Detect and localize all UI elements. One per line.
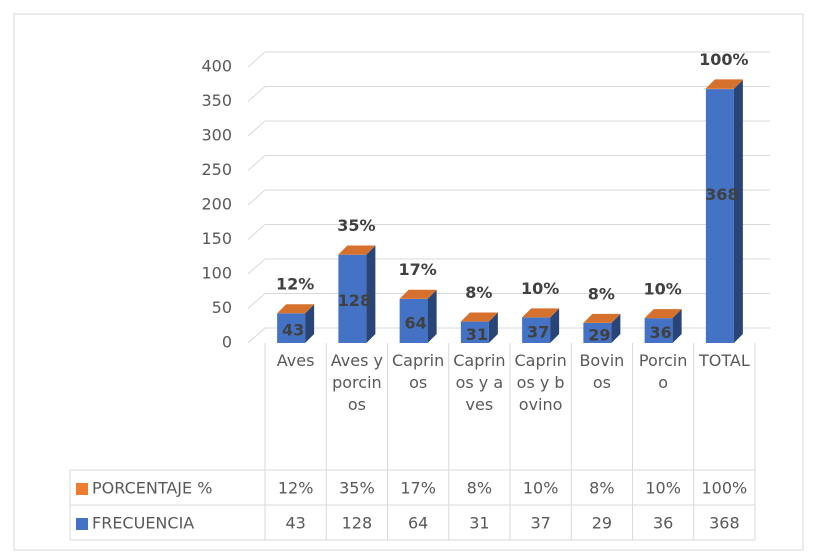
bar-front: [644, 318, 673, 343]
x-tick-label: Aves: [276, 351, 315, 370]
grid-line: [247, 155, 770, 171]
bar-side: [366, 245, 376, 255]
bar-top: [583, 313, 621, 323]
data-label: 10%: [643, 280, 681, 299]
bar-side: [611, 313, 621, 323]
grid-line: [247, 293, 770, 309]
y-tick-label: 150: [201, 229, 232, 248]
data-label: 35%: [337, 216, 375, 235]
bar-side: [672, 309, 682, 319]
bar-top: [460, 312, 498, 322]
data-label: 36: [649, 323, 671, 342]
data-label: 128: [338, 291, 371, 310]
y-tick-label: 350: [201, 91, 232, 110]
bar-side: [733, 79, 743, 90]
bar-top: [705, 79, 743, 89]
data-label: 100%: [699, 50, 748, 69]
bar-side: [305, 304, 315, 343]
y-tick-label: 250: [201, 160, 232, 179]
chart-border: [13, 13, 804, 551]
grid-line: [247, 224, 770, 240]
bar-side: [550, 308, 560, 343]
data-label: 368: [705, 185, 738, 204]
x-tick-label: TOTAL: [698, 351, 750, 370]
y-tick-label: 50: [212, 298, 232, 317]
grid-line: [247, 120, 770, 137]
table-cell: 12%: [278, 479, 314, 498]
grid-line: [247, 258, 770, 275]
bar-front: [460, 321, 489, 343]
bar-side: [366, 245, 376, 343]
bar-front: [277, 313, 306, 343]
bar-front: [399, 298, 428, 343]
data-label: 17%: [398, 260, 436, 279]
bar-top: [338, 245, 376, 255]
bar-top: [644, 309, 682, 319]
bar-top: [399, 289, 437, 299]
bar-front: [338, 254, 367, 343]
data-label: 8%: [465, 283, 492, 302]
bar-top: [277, 304, 315, 314]
y-tick-label: 0: [222, 333, 232, 352]
y-tick-label: 300: [201, 126, 232, 145]
data-label: 37: [527, 323, 549, 342]
legend-label: FRECUENCIA: [92, 514, 194, 533]
data-label: 12%: [276, 275, 314, 294]
data-label: 10%: [521, 279, 559, 298]
table-cell: 8%: [589, 479, 614, 498]
table-cell: 35%: [339, 479, 375, 498]
bar-side: [427, 289, 437, 343]
bar-top: [522, 308, 560, 318]
data-label: 64: [404, 313, 426, 332]
bar-side: [611, 313, 621, 343]
data-label: 43: [282, 321, 304, 340]
table-cell: 8%: [467, 479, 492, 498]
table-cell: 31: [469, 514, 489, 533]
legend-label: PORCENTAJE %: [92, 479, 212, 498]
x-tick-label: Caprinos y aves: [453, 351, 506, 414]
grid-line: [247, 86, 770, 102]
bar-side: [488, 312, 498, 322]
table-cell: 128: [342, 514, 373, 533]
y-tick-label: 200: [201, 195, 232, 214]
legend-key: [76, 483, 88, 495]
x-tick-label: Caprinos y bovino: [514, 351, 567, 414]
table-cell: 36: [653, 514, 673, 533]
y-tick-label: 100: [201, 264, 232, 283]
bar-front: [705, 89, 734, 343]
table-cell: 29: [592, 514, 612, 533]
table-cell: 64: [408, 514, 428, 533]
bar-front: [583, 322, 612, 343]
x-tick-label: Aves y porcinos: [330, 351, 383, 414]
x-tick-label: Porcino: [638, 351, 688, 392]
table-cell: 368: [709, 514, 740, 533]
table-cell: 37: [530, 514, 550, 533]
bar-front: [522, 317, 551, 343]
grid-line: [247, 189, 770, 206]
data-label: 31: [466, 325, 488, 344]
bar-front: [705, 88, 734, 90]
table-cell: 10%: [645, 479, 681, 498]
legend-key: [76, 518, 88, 530]
data-label: 29: [588, 325, 610, 344]
table-cell: 100%: [702, 479, 748, 498]
table-cell: 43: [285, 514, 305, 533]
table-cell: 17%: [400, 479, 436, 498]
bar-side: [427, 289, 437, 299]
bar-side: [305, 304, 315, 314]
x-tick-label: Bovinos: [579, 351, 625, 392]
bar-side: [550, 308, 560, 318]
bar-side: [672, 309, 682, 343]
data-label: 8%: [588, 284, 615, 303]
grid-line: [247, 327, 770, 344]
bar-side: [488, 312, 498, 343]
y-tick-label: 400: [201, 57, 232, 76]
grid-line: [247, 51, 770, 68]
table-cell: 10%: [523, 479, 559, 498]
bar-side: [733, 80, 743, 343]
x-tick-label: Caprinos: [391, 351, 445, 392]
